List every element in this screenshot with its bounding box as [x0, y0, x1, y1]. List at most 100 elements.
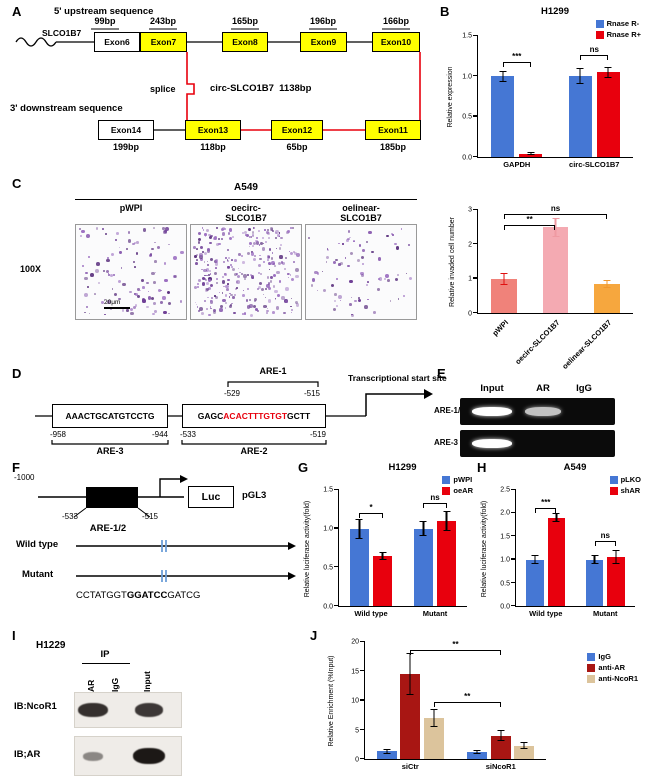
invaded-cell-dot — [336, 305, 339, 308]
invaded-cell-dot — [257, 286, 261, 290]
invaded-cell-dot — [372, 310, 376, 314]
invaded-cell-dot — [282, 262, 285, 265]
invaded-cell-dot — [221, 275, 225, 279]
invaded-cell-dot — [326, 248, 329, 250]
gel-row-are3 — [460, 430, 615, 457]
invaded-cell-dot — [202, 250, 205, 253]
invaded-cell-dot — [81, 229, 85, 234]
invaded-cell-dot — [106, 270, 109, 274]
legend-item: anti-AR — [587, 663, 638, 672]
invaded-cell-dot — [134, 266, 136, 268]
invaded-cell-dot — [103, 298, 106, 301]
invaded-cell-dot — [197, 232, 201, 236]
bar — [547, 517, 566, 606]
invaded-cell-dot — [316, 271, 320, 275]
invaded-cell-dot — [151, 296, 155, 300]
invaded-cell-dot — [212, 310, 216, 314]
protein-band — [78, 702, 108, 718]
invaded-cell-dot — [397, 274, 400, 277]
invaded-cell-dot — [292, 251, 296, 254]
invaded-cell-dot — [243, 313, 247, 316]
y-tick-mark — [473, 243, 478, 245]
sequence-flank: GAGC — [197, 411, 224, 421]
invaded-cell-dot — [229, 292, 231, 295]
image-column-label: oelinear-SLCO1B7 — [340, 203, 382, 224]
invaded-cell-dot — [110, 273, 114, 277]
legend-swatch — [595, 19, 604, 28]
invaded-cell-dot — [266, 228, 269, 231]
invaded-cell-dot — [279, 280, 282, 283]
invaded-cell-dot — [259, 272, 262, 275]
chart-plot-area: Wild type Mutant * ns — [334, 488, 467, 618]
chart-y-axis-label: Relative luciferase activity(fold) — [303, 500, 311, 597]
legend-swatch — [442, 486, 451, 495]
invaded-cell-dot — [214, 236, 218, 240]
panel-label-h: H — [477, 460, 487, 475]
invaded-cell-dot — [340, 262, 344, 266]
invaded-cell-dot — [157, 288, 162, 292]
invaded-cell-dot — [278, 235, 280, 237]
invaded-cell-dot — [204, 233, 207, 236]
invaded-cell-dot — [266, 232, 270, 235]
invaded-cell-dot — [197, 283, 199, 285]
blot-ncor1 — [74, 692, 182, 728]
invaded-cell-dot — [386, 279, 390, 282]
invaded-cell-dot — [287, 230, 291, 233]
invaded-cell-dot — [249, 313, 253, 318]
tss-arrowhead — [424, 389, 433, 399]
mutant-label: Mutant — [22, 569, 54, 580]
invaded-cell-dot — [215, 278, 218, 281]
invaded-cell-dot — [260, 287, 265, 292]
invaded-cell-dot — [400, 228, 403, 230]
invaded-cell-dot — [268, 255, 271, 258]
legend-swatch — [587, 663, 596, 672]
invaded-cell-dot — [104, 313, 106, 316]
lane-label: Input — [480, 383, 504, 394]
invaded-cell-dot — [210, 307, 212, 310]
invaded-cell-dot — [392, 233, 395, 236]
invaded-cell-dot — [180, 251, 184, 255]
invaded-cell-dot — [208, 277, 212, 281]
invaded-cell-dot — [247, 227, 251, 231]
invaded-cell-dot — [250, 274, 255, 279]
invaded-cell-dot — [278, 232, 281, 235]
invaded-cell-dot — [233, 273, 237, 277]
legend-swatch — [609, 486, 618, 495]
mutation-site-ticks — [161, 540, 167, 582]
chart-y-axis-label: Relative luciferase activity(fold) — [480, 500, 488, 597]
invaded-cell-dot — [390, 232, 393, 235]
header-rule — [75, 199, 417, 201]
invaded-cell-dot — [199, 255, 203, 259]
invaded-cell-dot — [351, 313, 354, 316]
invaded-cell-dot — [195, 247, 198, 250]
invaded-cell-dot — [246, 288, 250, 291]
invaded-cell-dot — [386, 234, 390, 238]
y-tick-label: 1.5 — [323, 486, 333, 494]
invaded-cell-dot — [179, 300, 183, 303]
invaded-cell-dot — [193, 286, 197, 290]
invaded-cell-dot — [294, 300, 299, 305]
invaded-cell-dot — [290, 306, 292, 308]
invaded-cell-dot — [207, 286, 212, 290]
invaded-cell-dot — [152, 281, 156, 284]
y-tick-mark — [511, 488, 516, 490]
y-tick-mark — [473, 277, 478, 279]
legend-label: Rnase R- — [606, 19, 640, 28]
invaded-cell-dot — [141, 279, 145, 282]
invaded-cell-dot — [108, 273, 111, 276]
invaded-cell-dot — [384, 274, 389, 278]
invaded-cell-dot — [151, 248, 154, 251]
invaded-cell-dot — [323, 289, 327, 293]
bar — [519, 153, 543, 157]
invaded-cell-dot — [274, 230, 279, 235]
bar — [514, 745, 535, 759]
invaded-cell-dot — [338, 295, 342, 300]
are3-label: ARE-3 — [96, 446, 124, 456]
invaded-cell-dot — [218, 291, 221, 294]
invaded-cell-dot — [344, 256, 347, 259]
invaded-cell-dot — [173, 274, 177, 278]
chart-legend: pLKO shAR — [609, 475, 641, 497]
error-bar — [500, 272, 508, 285]
microscopy-image-oelinear — [305, 224, 417, 320]
chart-rnase-expression: H1299 Relative expression GAPDH circ-SLCO1B… — [441, 4, 643, 176]
